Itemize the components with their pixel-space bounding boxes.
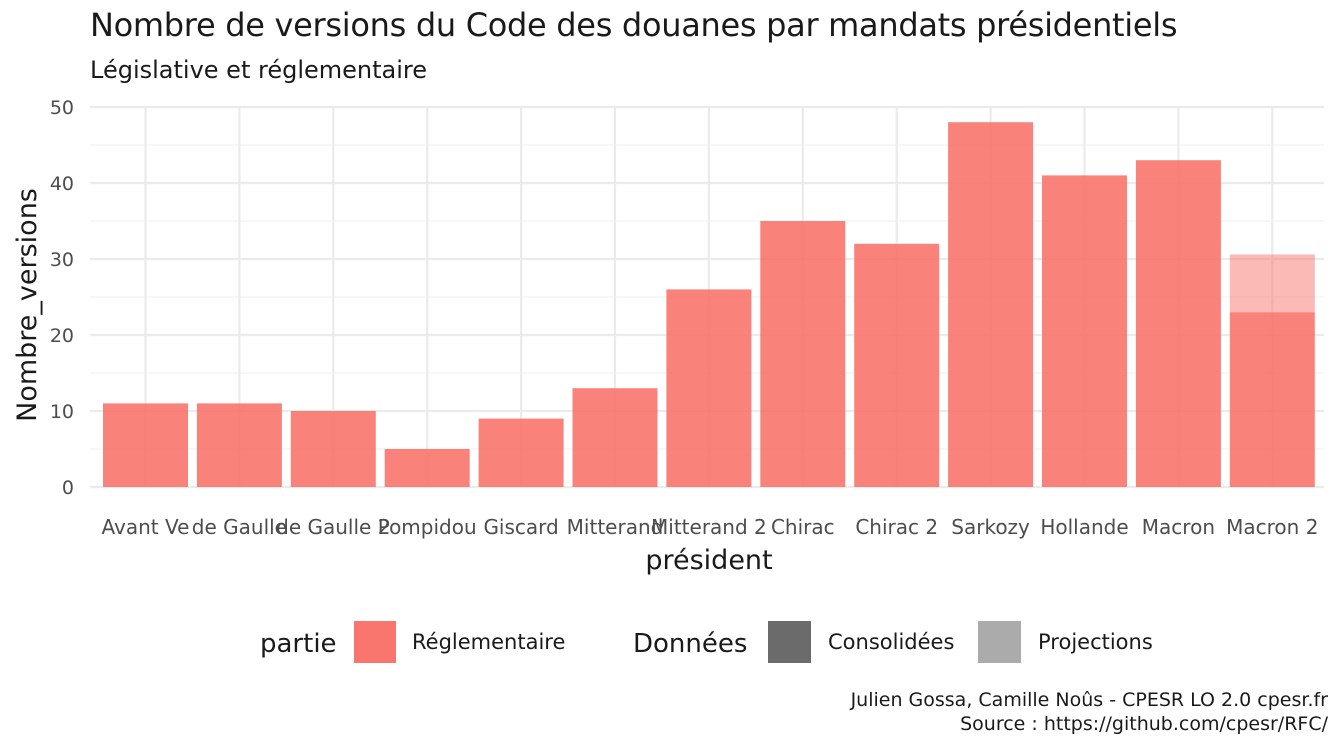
legend-title-donnees: Données: [633, 629, 747, 659]
x-tick-label: Hollande: [1040, 515, 1128, 539]
y-tick-label: 30: [50, 249, 74, 271]
bar-consolidees: [854, 243, 940, 487]
chart-title: Nombre de versions du Code des douanes p…: [90, 6, 1178, 44]
y-axis-label: Nombre_versions: [12, 188, 43, 422]
bar-consolidees: [1135, 160, 1221, 487]
x-tick-label: Macron: [1142, 515, 1215, 539]
bar-consolidees: [760, 221, 846, 487]
legend-key-reglementaire: [354, 621, 396, 663]
y-tick-labels: 0 10 20 30 40 50: [50, 97, 74, 499]
bar-consolidees: [666, 289, 752, 487]
y-tick-label: 10: [50, 401, 74, 423]
bar-projections: [1229, 254, 1315, 313]
x-tick-label: Chirac 2: [855, 515, 938, 539]
bar-consolidees: [384, 449, 470, 487]
x-tick-label: Sarkozy: [951, 515, 1030, 539]
legend: partie Réglementaire Données Consolidées Pro…: [260, 621, 1153, 663]
legend-label-reglementaire: Réglementaire: [412, 630, 565, 654]
x-tick-label: Mitterand: [567, 515, 664, 539]
bar-consolidees: [103, 403, 188, 487]
x-tick-label: de Gaulle 2: [276, 515, 390, 539]
y-tick-label: 50: [50, 97, 74, 119]
bar-consolidees: [1229, 312, 1315, 487]
x-tick-label: Avant Ve: [102, 515, 190, 539]
x-tick-label: Chirac: [771, 515, 835, 539]
bar-consolidees: [478, 418, 564, 487]
bar-consolidees: [948, 122, 1034, 487]
legend-key-consolidees: [768, 621, 811, 663]
chart-subtitle: Législative et réglementaire: [90, 56, 427, 84]
x-tick-label: de Gaulle: [192, 515, 287, 539]
bar-consolidees: [290, 411, 376, 487]
y-tick-label: 20: [50, 325, 74, 347]
bar-consolidees: [196, 403, 282, 487]
x-tick-label: Macron 2: [1226, 515, 1318, 539]
x-axis-label: président: [645, 545, 772, 576]
x-tick-label: Pompidou: [378, 515, 477, 539]
legend-key-projections: [978, 621, 1021, 663]
caption-source: Source : https://github.com/cpesr/RFC/: [960, 713, 1328, 735]
x-tick-label: Mitterand 2: [651, 515, 767, 539]
caption: Julien Gossa, Camille Noûs - CPESR LO 2.…: [851, 688, 1328, 736]
y-tick-label: 0: [62, 477, 74, 499]
y-tick-label: 40: [50, 173, 74, 195]
bar-consolidees: [1042, 175, 1127, 487]
bars: [103, 122, 1315, 487]
legend-title-partie: partie: [260, 629, 337, 659]
legend-label-consolidees: Consolidées: [828, 630, 954, 654]
caption-authors: Julien Gossa, Camille Noûs - CPESR LO 2.…: [850, 689, 1328, 711]
bar-consolidees: [572, 388, 658, 487]
x-tick-label: Giscard: [483, 515, 558, 539]
legend-label-projections: Projections: [1038, 630, 1153, 654]
